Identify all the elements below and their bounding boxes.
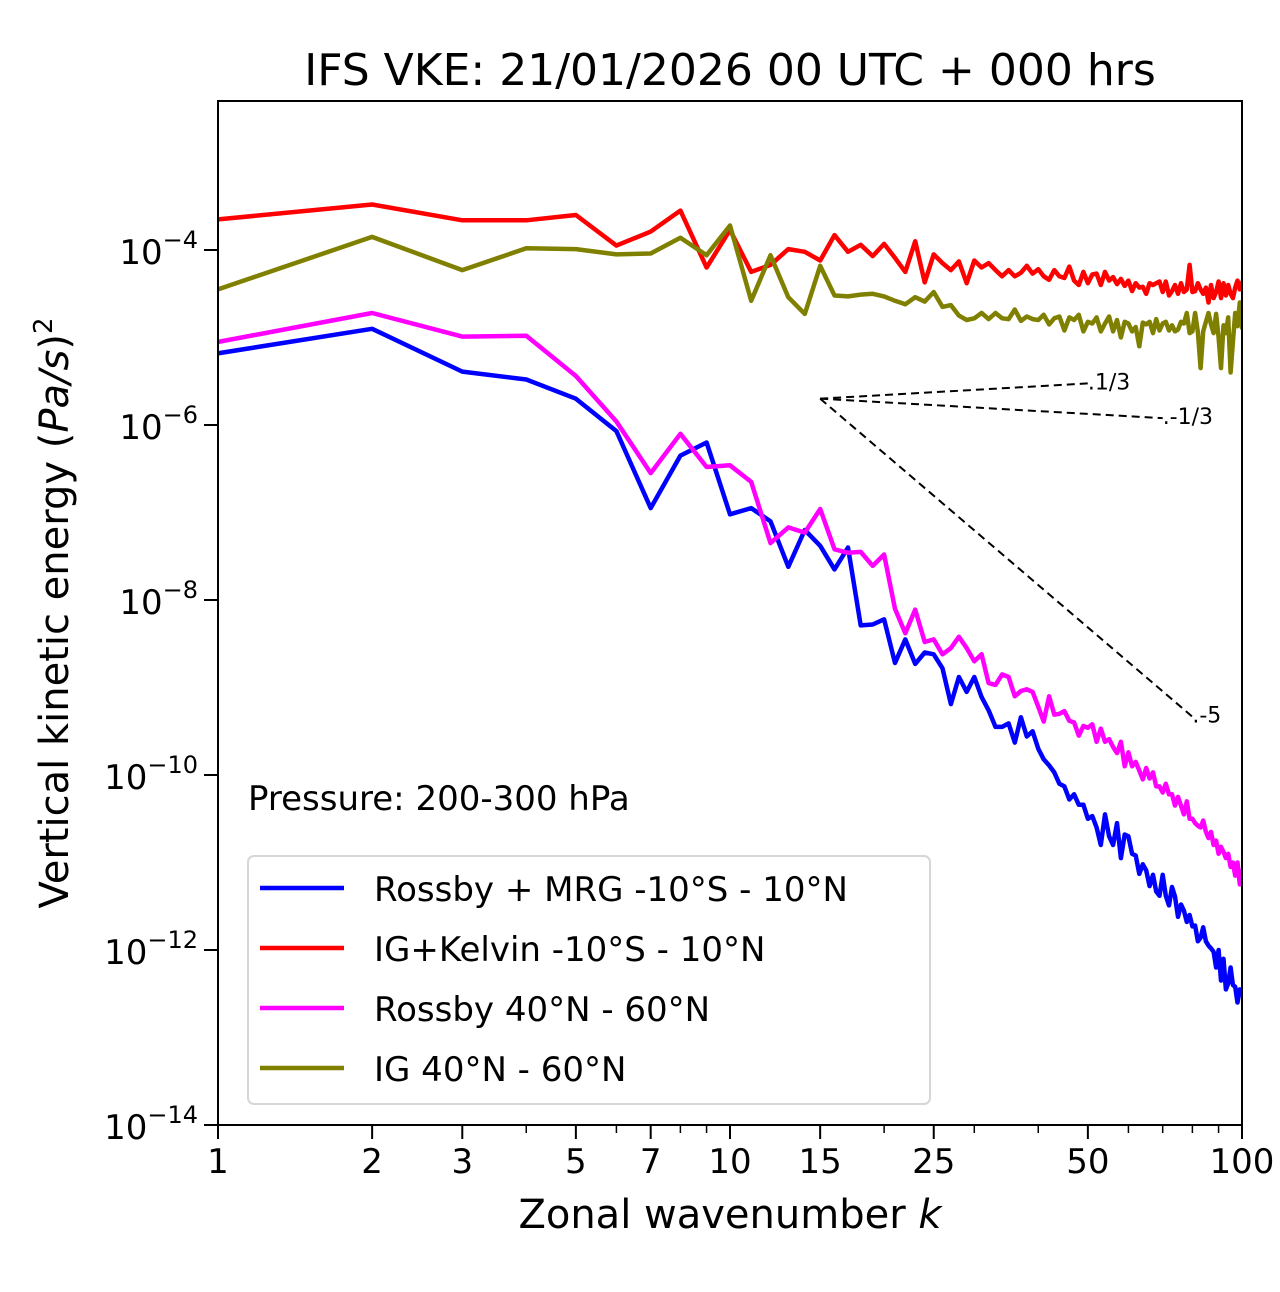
reference-slopes: .1/3 .-1/3 .-5 [819,370,1221,729]
reference-line-0 [820,382,1088,400]
x-tick-label: 25 [912,1142,955,1182]
legend-items: Rossby + MRG -10°S - 10°N IG+Kelvin -10°S… [260,870,848,1090]
x-tick-label: 1 [207,1142,229,1182]
y-tick-base: 10 [119,233,162,273]
x-axis-label-var: k [918,1192,943,1238]
y-tick-label: 10−6 [119,401,198,448]
series-line-2 [218,310,1242,887]
y-tick-label: 10−8 [119,576,198,623]
reference-label-0: .1/3 [1088,370,1130,395]
y-tick-exponent: −4 [163,226,198,254]
y-tick-exponent: −8 [163,576,198,604]
legend-label-0: Rossby + MRG -10°S - 10°N [374,870,848,910]
series-line-1 [218,202,1242,305]
series-layer [218,202,1242,1005]
x-tick-label: 5 [565,1142,587,1182]
y-tick-label: 10−10 [104,751,198,798]
y-axis-label: Vertical kinetic energy (Pa/s)2 [29,318,78,909]
series-line-3 [218,223,1242,375]
reference-line-1 [820,397,1163,420]
y-tick-exponent: −6 [163,401,198,429]
chart-title: IFS VKE: 21/01/2026 00 UTC + 000 hrs [304,45,1156,96]
reference-label-2: .-5 [1192,704,1221,729]
y-tick-exponent: −12 [147,926,198,954]
y-tick-base: 10 [104,758,147,798]
x-tick-label: 100 [1210,1142,1275,1182]
y-tick-base: 10 [119,583,162,623]
y-tick-label: 10−4 [119,226,198,273]
y-tick-base: 10 [119,408,162,448]
legend-label-1: IG+Kelvin -10°S - 10°N [374,930,765,970]
x-tick-label: 7 [640,1142,662,1182]
pressure-annotation: Pressure: 200-300 hPa [248,779,630,819]
y-axis-label-var: Pa/s [32,350,78,433]
y-tick-exponent: −14 [147,1101,198,1129]
reference-line-2 [819,397,1194,718]
legend: Rossby + MRG -10°S - 10°N IG+Kelvin -10°S… [247,855,931,1105]
y-tick-label: 10−14 [104,1101,198,1148]
x-axis-label: Zonal wavenumber k [518,1192,943,1238]
legend-label-2: Rossby 40°N - 60°N [374,990,710,1030]
x-axis-label-text: Zonal wavenumber [518,1192,918,1238]
y-axis-label-power: 2 [29,318,59,335]
y-tick-exponent: −10 [147,751,198,779]
x-tick-label: 50 [1066,1142,1109,1182]
series-line-0 [218,326,1242,1005]
x-tick-label: 10 [708,1142,751,1182]
x-tick-label: 2 [361,1142,383,1182]
legend-label-3: IG 40°N - 60°N [374,1050,626,1090]
x-axis-ticks: 1 2 3 5 7 10 15 25 50 100 [207,1125,1274,1182]
y-axis-label-suffix: ) [32,334,78,350]
reference-label-1: .-1/3 [1163,405,1213,430]
y-axis-label-text: Vertical kinetic energy ( [32,433,78,909]
x-tick-label: 15 [799,1142,842,1182]
y-tick-base: 10 [104,1108,147,1148]
legend-box [247,855,931,1105]
x-tick-label: 3 [451,1142,473,1182]
y-tick-base: 10 [104,933,147,973]
y-tick-label: 10−12 [104,926,198,973]
